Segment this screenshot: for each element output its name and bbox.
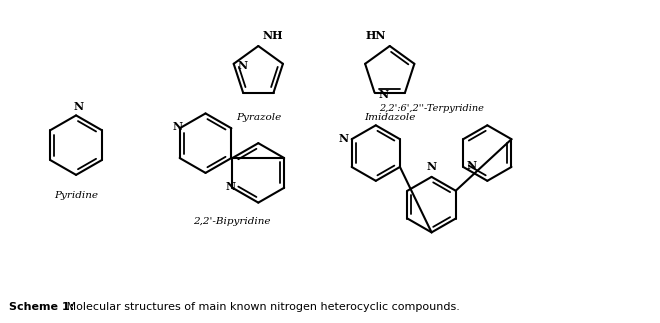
Text: N: N xyxy=(173,121,183,132)
Text: N: N xyxy=(225,181,236,192)
Text: Pyrazole: Pyrazole xyxy=(236,113,281,122)
Text: Pyridine: Pyridine xyxy=(54,191,98,200)
Text: Imidazole: Imidazole xyxy=(364,113,415,122)
Text: 2,2':6',2''-Terpyridine: 2,2':6',2''-Terpyridine xyxy=(379,103,484,112)
Text: N: N xyxy=(74,101,84,112)
Text: N: N xyxy=(339,133,348,144)
Text: N: N xyxy=(238,60,248,71)
Text: HN: HN xyxy=(365,30,385,41)
Text: 2,2'-Bipyridine: 2,2'-Bipyridine xyxy=(193,216,271,225)
Text: N: N xyxy=(379,89,389,100)
Text: Molecular structures of main known nitrogen heterocyclic compounds.: Molecular structures of main known nitro… xyxy=(63,302,460,312)
Text: Scheme 1:: Scheme 1: xyxy=(9,302,75,312)
Text: N: N xyxy=(426,161,437,172)
Text: NH: NH xyxy=(262,30,282,41)
Text: N: N xyxy=(466,161,477,172)
